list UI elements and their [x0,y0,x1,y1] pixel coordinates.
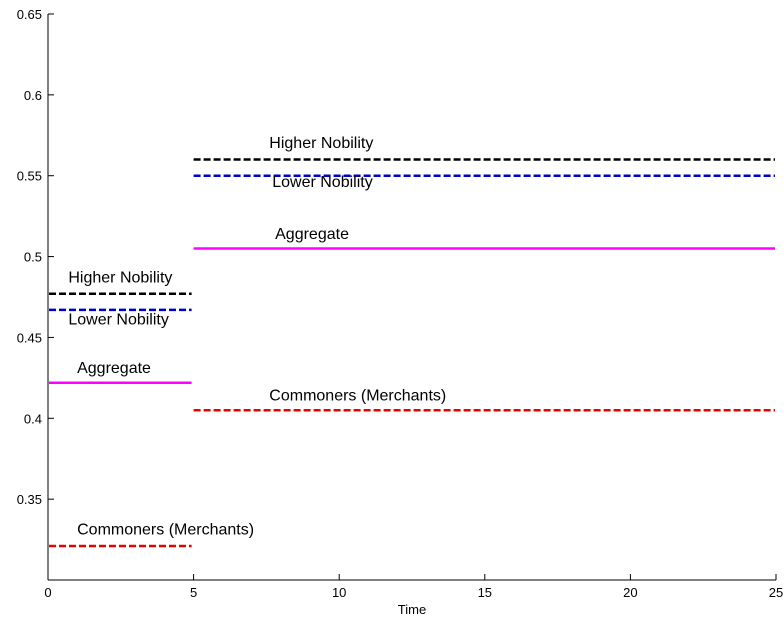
x-tick-label: 0 [44,585,51,600]
x-axis-title: Time [398,602,426,617]
series-layer [49,158,775,548]
x-tick-label: 20 [623,585,637,600]
y-tick-label: 0.45 [17,330,42,345]
annotation-label: Lower Nobility [68,311,168,328]
x-tick-label: 5 [190,585,197,600]
x-tick-label: 25 [769,585,783,600]
annotation-label: Higher Nobility [269,135,373,152]
y-tick-label: 0.5 [24,250,42,265]
y-tick-label: 0.65 [17,7,42,22]
annotations: Higher Nobility Lower Nobility Aggregate Co… [68,135,446,538]
y-tick-label: 0.35 [17,492,42,507]
annotation-label: Commoners (Merchants) [269,387,446,404]
annotation-label: Aggregate [77,360,151,377]
x-tick-label: 15 [478,585,492,600]
axes: 0 5 10 15 20 25 0.35 0.4 0.45 0.5 0.55 0.6 0.65 [17,7,784,600]
annotation-label: Aggregate [275,226,349,243]
y-tick-label: 0.6 [24,88,42,103]
annotation-label: Lower Nobility [272,174,372,191]
annotation-label: Commoners (Merchants) [77,522,254,539]
x-tick-label: 10 [332,585,346,600]
y-tick-label: 0.55 [17,169,42,184]
y-tick-label: 0.4 [24,411,42,426]
annotation-label: Higher Nobility [68,269,172,286]
